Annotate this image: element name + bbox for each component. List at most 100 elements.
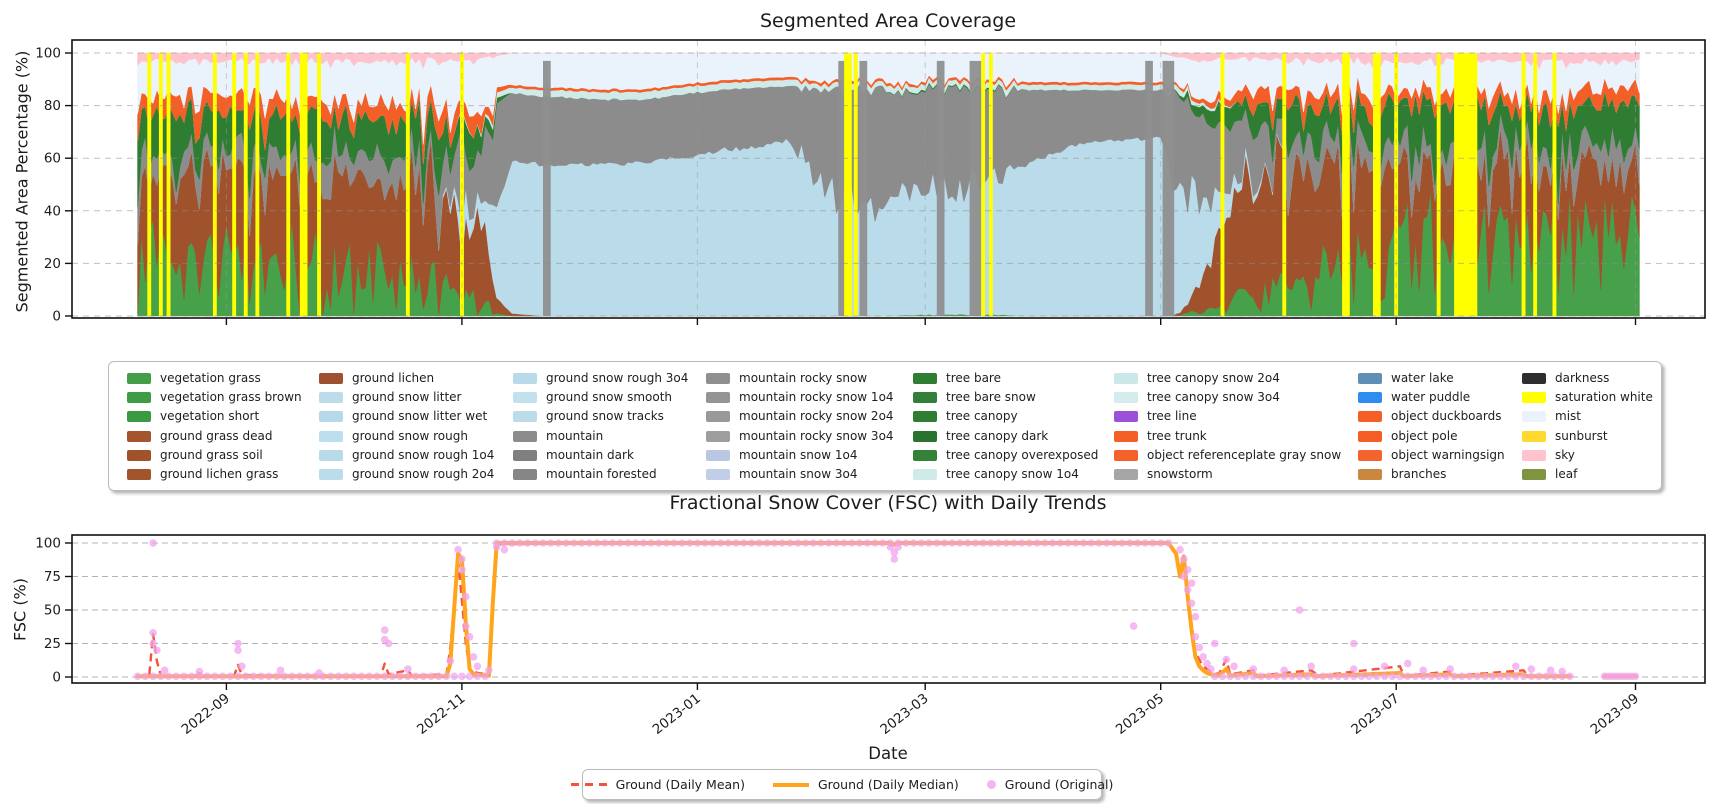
legend-label: tree line xyxy=(1147,409,1197,424)
bottom-chart-xlabel: Date xyxy=(868,744,908,763)
legend-item: ground snow rough 2o4 xyxy=(319,465,494,484)
legend-item: mountain dark xyxy=(513,446,688,465)
legend-column: tree canopy snow 2o4 tree canopy snow 3o4… xyxy=(1114,369,1341,484)
legend-label: object referenceplate gray snow xyxy=(1147,447,1342,462)
legend-swatch xyxy=(1114,373,1138,385)
legend-label: Ground (Original) xyxy=(1004,777,1114,792)
legend-swatch xyxy=(1358,411,1382,423)
saturation-white-bar xyxy=(460,53,464,316)
legend-item: ground snow smooth xyxy=(513,388,688,407)
legend-item: object referenceplate gray snow xyxy=(1114,446,1341,465)
legend-swatch xyxy=(127,430,151,442)
legend-label: branches xyxy=(1391,467,1447,482)
legend-label: tree bare xyxy=(946,371,1001,386)
legend-swatch xyxy=(913,392,937,404)
saturation-white-bar xyxy=(1394,53,1399,316)
legend-swatch xyxy=(319,373,343,385)
legend-item: tree canopy xyxy=(913,407,1098,426)
legend-item: ground lichen grass xyxy=(127,465,302,484)
x-tick-label: 2023-01 xyxy=(650,691,704,738)
legend-label: tree canopy snow 2o4 xyxy=(1147,371,1280,386)
snowstorm-bar xyxy=(543,60,551,317)
legend-label: saturation white xyxy=(1555,390,1653,405)
legend-label: mountain forested xyxy=(546,467,657,482)
saturation-white-bar xyxy=(255,53,260,316)
saturation-white-bar xyxy=(1342,53,1350,316)
legend-swatch xyxy=(127,392,151,404)
legend-item: mountain rocky snow 1o4 xyxy=(706,388,894,407)
legend-item: Ground (Original) xyxy=(986,775,1114,794)
legend-item: ground lichen xyxy=(319,369,494,388)
legend-item: tree canopy snow 1o4 xyxy=(913,465,1098,484)
legend-item: tree canopy snow 2o4 xyxy=(1114,369,1341,388)
legend-label: ground snow tracks xyxy=(546,409,664,424)
y-tick-label: 20 xyxy=(44,256,61,272)
legend-label: tree trunk xyxy=(1147,428,1207,443)
y-tick-label: 100 xyxy=(35,536,61,552)
legend-swatch xyxy=(1358,373,1382,385)
legend-item: sunburst xyxy=(1522,427,1653,446)
y-tick-label: 75 xyxy=(44,569,61,585)
legend-swatch xyxy=(1522,469,1546,481)
legend-item: tree bare snow xyxy=(913,388,1098,407)
legend-item: snowstorm xyxy=(1114,465,1341,484)
legend-label: tree canopy xyxy=(946,409,1018,424)
legend-column: ground lichen ground snow litter ground sn… xyxy=(319,369,494,484)
legend-column: water lake water puddle object duckboards o… xyxy=(1358,369,1505,484)
legend-label: Ground (Daily Mean) xyxy=(615,777,745,792)
legend-item: Ground (Daily Median) xyxy=(772,775,959,794)
top-chart-ylabel: Segmented Area Percentage (%) xyxy=(12,50,32,313)
legend-label: tree bare snow xyxy=(946,390,1036,405)
legend-item: vegetation grass brown xyxy=(127,388,302,407)
legend-item: vegetation grass xyxy=(127,369,302,388)
legend-label: mountain xyxy=(546,428,604,443)
legend-swatch xyxy=(1522,373,1546,385)
legend-label: snowstorm xyxy=(1147,467,1213,482)
legend-swatch xyxy=(706,449,730,461)
legend-label: ground snow rough 3o4 xyxy=(546,371,689,386)
legend-label: mountain rocky snow xyxy=(739,371,868,386)
legend-item: tree canopy snow 3o4 xyxy=(1114,388,1341,407)
y-tick-label: 60 xyxy=(44,151,61,167)
legend-swatch xyxy=(1114,449,1138,461)
legend-item: tree canopy overexposed xyxy=(913,446,1098,465)
legend-item: tree line xyxy=(1114,407,1341,426)
legend-label: ground lichen grass xyxy=(160,467,279,482)
legend-item: ground snow tracks xyxy=(513,407,688,426)
y-tick-label: 25 xyxy=(44,636,61,652)
legend-label: mountain snow 1o4 xyxy=(739,447,858,462)
legend-label: mountain dark xyxy=(546,447,634,462)
legend-label: object warningsign xyxy=(1391,447,1505,462)
legend-swatch xyxy=(1522,411,1546,423)
mean-line xyxy=(137,541,1636,677)
legend-label: mountain snow 3o4 xyxy=(739,467,858,482)
legend-label: vegetation short xyxy=(160,409,260,424)
saturation-white-bar xyxy=(1521,53,1526,316)
snowstorm-bar xyxy=(936,60,945,317)
legend-label: sunburst xyxy=(1555,428,1608,443)
saturation-white-bar xyxy=(147,53,152,316)
saturation-white-bar xyxy=(243,53,248,316)
x-tick-label: 2022-09 xyxy=(179,691,233,738)
legend-swatch xyxy=(513,373,537,385)
x-tick-label: 2023-03 xyxy=(877,691,931,738)
legend-item: ground snow litter xyxy=(319,388,494,407)
legend-column: tree bare tree bare snow tree canopy tree c… xyxy=(913,369,1098,484)
top-plot-frame xyxy=(71,39,1706,319)
x-tick-label: 2023-09 xyxy=(1588,691,1642,738)
saturation-white-bar xyxy=(166,53,171,316)
legend-item: vegetation short xyxy=(127,407,302,426)
saturation-white-bar xyxy=(232,53,237,316)
saturation-white-bar xyxy=(1454,53,1478,316)
legend-item: object pole xyxy=(1358,427,1505,446)
y-tick-label: 40 xyxy=(44,203,61,219)
bottom-chart-title: Fractional Snow Cover (FSC) with Daily T… xyxy=(669,492,1107,514)
solid-line-sample xyxy=(772,782,809,787)
saturation-white-bar xyxy=(1552,53,1557,316)
legend-item: water lake xyxy=(1358,369,1505,388)
legend-swatch xyxy=(706,469,730,481)
saturation-white-bar xyxy=(299,53,308,316)
legend-swatch xyxy=(513,430,537,442)
saturation-white-bar xyxy=(853,53,858,316)
legend-label: vegetation grass xyxy=(160,371,261,386)
